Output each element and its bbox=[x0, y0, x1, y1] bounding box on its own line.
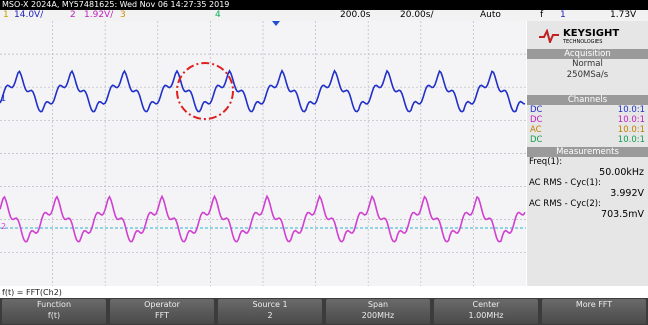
channel-row: AC 10.0:1 bbox=[527, 125, 648, 135]
function-line: f(t) = FFT(Ch2) bbox=[2, 288, 62, 297]
softkey-value: f(t) bbox=[2, 310, 106, 321]
title-bar: MSO-X 2024A, MY57481625: Wed Nov 06 14:2… bbox=[0, 0, 648, 10]
status-bar: 1 14.0V/ 2 1.92V/ 3 4 200.0s 20.00s/ Aut… bbox=[0, 10, 648, 21]
softkey-value: 200MHz bbox=[326, 310, 430, 321]
delay: 200.0s bbox=[340, 10, 370, 21]
probe: 10.0:1 bbox=[618, 115, 645, 125]
meas-label: AC RMS - Cyc(2): bbox=[527, 199, 648, 209]
ch4-num: 4 bbox=[215, 10, 221, 21]
softkey-label: Function bbox=[2, 299, 106, 310]
coupling: DC bbox=[530, 105, 542, 115]
probe: 10.0:1 bbox=[618, 125, 645, 135]
section-header: Measurements bbox=[527, 147, 648, 157]
scope-screen: MSO-X 2024A, MY57481625: Wed Nov 06 14:2… bbox=[0, 0, 648, 325]
channel-row: DC 10.0:1 bbox=[527, 115, 648, 125]
brand: KEYSIGHT bbox=[563, 28, 619, 39]
coupling: AC bbox=[530, 125, 542, 135]
softkey-label: Center bbox=[434, 299, 538, 310]
brand-sub: TECHNOLOGIES bbox=[563, 39, 619, 45]
trigger-level: 1.73V bbox=[610, 10, 636, 21]
meas-value: 50.00kHz bbox=[527, 167, 648, 178]
meas-label: Freq(1): bbox=[527, 157, 648, 167]
acq-mode: Normal bbox=[527, 59, 648, 70]
coupling: DC bbox=[530, 115, 542, 125]
ch1-scale: 14.0V/ bbox=[14, 10, 43, 21]
channel-list: DC 10.0:1 DC 10.0:1 AC 10.0:1 DC 10.0:1 bbox=[527, 105, 648, 145]
softkey-label: Span bbox=[326, 299, 430, 310]
section-header: Channels bbox=[527, 95, 648, 105]
meas-value: 703.5mV bbox=[527, 209, 648, 220]
softkey-label: Source 1 bbox=[218, 299, 322, 310]
title: MSO-X 2024A, MY57481625: Wed Nov 06 14:2… bbox=[2, 0, 229, 9]
logo-icon bbox=[539, 29, 559, 43]
softkey[interactable]: More FFT bbox=[542, 299, 646, 324]
ch3-num: 3 bbox=[120, 10, 126, 21]
meas-value: 3.992V bbox=[527, 188, 648, 199]
waveform-display: 1 2 bbox=[0, 21, 526, 286]
softkey-value: 2 bbox=[218, 310, 322, 321]
ch2-scale: 1.92V/ bbox=[84, 10, 113, 21]
acq-rate: 250MSa/s bbox=[527, 70, 648, 81]
ch2-marker: 2 bbox=[1, 222, 6, 231]
ch1-num: 1 bbox=[3, 10, 9, 21]
probe: 10.0:1 bbox=[618, 135, 645, 145]
softkey-value: 1.00MHz bbox=[434, 310, 538, 321]
coupling: DC bbox=[530, 135, 542, 145]
softkey-value: FFT bbox=[110, 310, 214, 321]
softkey-label: More FFT bbox=[542, 299, 646, 310]
trigger-source: 1 bbox=[560, 10, 566, 21]
timebase: 20.00s/ bbox=[400, 10, 434, 21]
channel-row: DC 10.0:1 bbox=[527, 135, 648, 145]
ch1-marker: 1 bbox=[1, 94, 6, 103]
channel-row: DC 10.0:1 bbox=[527, 105, 648, 115]
ch2-num: 2 bbox=[70, 10, 76, 21]
trigger-mode: Auto bbox=[480, 10, 501, 21]
section-header: Acquisition bbox=[527, 49, 648, 59]
probe: 10.0:1 bbox=[618, 105, 645, 115]
softkey-label: Operator bbox=[110, 299, 214, 310]
trigger-edge: f bbox=[540, 10, 543, 21]
meas-label: AC RMS - Cyc(1): bbox=[527, 178, 648, 188]
